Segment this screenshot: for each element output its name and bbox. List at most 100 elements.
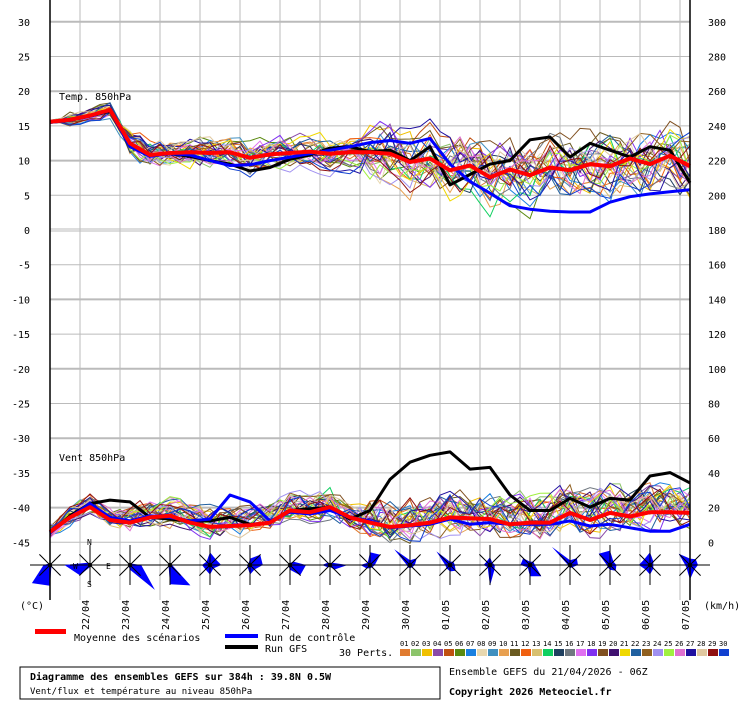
right-tick-label: 220 xyxy=(708,157,726,168)
pert-legend-id: 26 xyxy=(675,640,683,648)
pert-legend-swatch xyxy=(466,649,476,656)
copyright: Copyright 2026 Meteociel.fr xyxy=(449,686,612,698)
legend: Moyenne des scénarios Run de contrôle Ru… xyxy=(35,629,729,659)
right-tick-label: 240 xyxy=(708,122,726,133)
perturbation-lines xyxy=(49,102,691,544)
left-tick-label: -5 xyxy=(18,261,30,272)
pert-legend-swatch xyxy=(576,649,586,656)
wind-rose-center xyxy=(368,563,372,567)
pert-legend-id: 28 xyxy=(697,640,705,648)
date-label: 03/05 xyxy=(521,600,532,630)
left-tick-label: -45 xyxy=(12,538,30,549)
left-tick-label: 5 xyxy=(24,191,30,202)
pert-wind-line-19 xyxy=(49,489,691,538)
compass-label-w: W xyxy=(73,562,78,571)
pert-temp-line-27 xyxy=(49,104,691,201)
pert-legend-swatch xyxy=(719,649,729,656)
wind-rose xyxy=(270,545,310,585)
pert-legend-id: 13 xyxy=(532,640,540,648)
wind-rose-center xyxy=(168,563,172,567)
wind-rose xyxy=(110,545,155,590)
legend-perts-label: 30 Perts. xyxy=(339,648,393,659)
pert-legend-swatch xyxy=(499,649,509,656)
pert-legend-swatch xyxy=(631,649,641,656)
right-tick-label: 200 xyxy=(708,191,726,202)
run-info: Ensemble GEFS du 21/04/2026 - 06Z xyxy=(449,667,648,678)
right-tick-label: 160 xyxy=(708,261,726,272)
wind-rose-sector xyxy=(64,562,92,576)
wind-rose-center xyxy=(568,563,572,567)
pert-legend-id: 03 xyxy=(422,640,430,648)
right-tick-label: 260 xyxy=(708,87,726,98)
right-tick-label: 20 xyxy=(708,504,720,515)
pert-legend-swatch xyxy=(598,649,608,656)
pert-legend-id: 30 xyxy=(719,640,727,648)
footer-title: Diagramme des ensembles GEFS sur 384h : … xyxy=(30,671,332,683)
wind-rose xyxy=(390,545,430,585)
date-label: 27/04 xyxy=(281,600,292,630)
pert-legend-id: 12 xyxy=(521,640,529,648)
compass-label-s: S xyxy=(87,580,92,589)
left-unit-label: (°C) xyxy=(20,601,44,612)
wind-rose xyxy=(150,545,191,586)
wind-rose-center xyxy=(328,563,332,567)
wind-rose-center xyxy=(488,563,492,567)
pert-legend-swatch xyxy=(532,649,542,656)
pert-legend-swatch xyxy=(565,649,575,656)
pert-legend-id: 08 xyxy=(477,640,485,648)
right-tick-label: 140 xyxy=(708,295,726,306)
pert-legend-swatch xyxy=(587,649,597,656)
pert-temp-line-28 xyxy=(49,111,691,192)
pert-legend-id: 22 xyxy=(631,640,639,648)
wind-rose-sector xyxy=(598,550,617,571)
pert-legend-id: 02 xyxy=(411,640,419,648)
left-tick-label: -20 xyxy=(12,365,30,376)
right-tick-label: 80 xyxy=(708,400,720,411)
legend-control-swatch xyxy=(225,634,258,638)
legend-gfs-swatch xyxy=(225,645,258,649)
pert-legend-id: 04 xyxy=(433,640,441,648)
date-label: 23/04 xyxy=(121,600,132,630)
wind-rose-center xyxy=(248,563,252,567)
left-tick-label: -10 xyxy=(12,295,30,306)
right-tick-label: 300 xyxy=(708,18,726,29)
pert-legend-id: 21 xyxy=(620,640,628,648)
compass-label-e: E xyxy=(106,562,111,571)
pert-legend-swatch xyxy=(609,649,619,656)
wind-rose-center xyxy=(408,563,412,567)
pert-temp-line-10 xyxy=(49,112,691,208)
right-unit-label: (km/h) xyxy=(704,601,740,612)
wind-rose-center xyxy=(288,563,292,567)
pert-legend-swatch xyxy=(444,649,454,656)
wind-rose-sector xyxy=(483,557,495,586)
perturbation-swatches: 01 02 03 04 05 06 07 08 09 10 11 12 13 14 15 16 17 18 19 20… xyxy=(400,640,729,656)
date-label: 02/05 xyxy=(481,600,492,630)
left-tick-label: -30 xyxy=(12,434,30,445)
wind-rose xyxy=(430,545,470,585)
pert-wind-line-21 xyxy=(49,484,691,535)
wind-rose xyxy=(590,545,630,585)
right-tick-label: 280 xyxy=(708,53,726,64)
pert-legend-swatch xyxy=(686,649,696,656)
pert-legend-id: 09 xyxy=(488,640,496,648)
pert-legend-swatch xyxy=(455,649,465,656)
legend-mean-label: Moyenne des scénarios xyxy=(74,632,200,644)
pert-legend-id: 24 xyxy=(653,640,661,648)
wind-rose xyxy=(510,545,550,585)
date-label: 01/05 xyxy=(441,600,452,630)
date-label: 07/05 xyxy=(681,600,692,630)
pert-temp-line-29 xyxy=(49,108,691,194)
left-tick-label: -15 xyxy=(12,330,30,341)
date-label: 28/04 xyxy=(321,600,332,630)
pert-legend-id: 19 xyxy=(598,640,606,648)
left-tick-label: -40 xyxy=(12,504,30,515)
date-label: 26/04 xyxy=(241,600,252,630)
pert-legend-swatch xyxy=(510,649,520,656)
date-label: 24/04 xyxy=(161,600,172,630)
pert-legend-id: 27 xyxy=(686,640,694,648)
legend-control-label: Run de contrôle xyxy=(265,632,355,644)
wind-rose xyxy=(550,545,590,585)
pert-legend-swatch xyxy=(521,649,531,656)
